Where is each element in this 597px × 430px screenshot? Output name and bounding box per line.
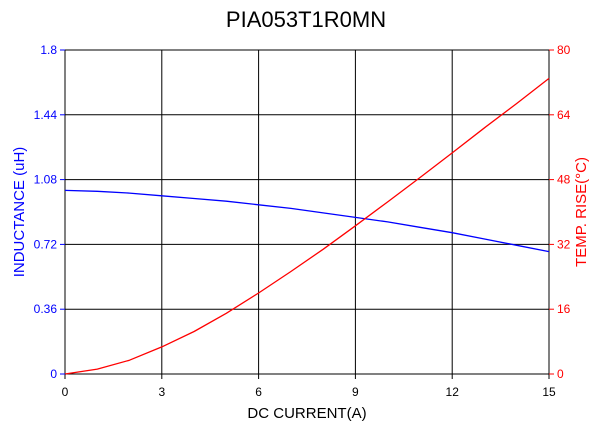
y-left-tick-label: 0.36 <box>34 302 58 316</box>
y-right-tick-label: 48 <box>557 173 571 187</box>
chart-title: PIA053T1R0MN <box>226 7 386 32</box>
y-left-tick-label: 1.08 <box>34 173 58 187</box>
plot-area-border <box>64 49 550 375</box>
temp-rise-line <box>64 77 550 375</box>
y-left-axis-title: INDUCTANCE (uH) <box>11 147 28 278</box>
x-tick-label: 15 <box>542 385 556 399</box>
inductance-line <box>64 189 550 253</box>
y-right-tick-label: 80 <box>557 43 571 57</box>
y-left-tick-label: 0.72 <box>34 237 58 251</box>
series-layer <box>64 77 550 375</box>
y-right-tick-label: 32 <box>557 237 571 251</box>
y-right-tick-label: 64 <box>557 108 571 122</box>
y-left-tick-label: 1.8 <box>40 43 57 57</box>
grid <box>65 50 549 374</box>
x-tick-label: 12 <box>446 385 460 399</box>
y-left-tick-label: 1.44 <box>34 108 58 122</box>
x-tick-label: 0 <box>62 385 69 399</box>
y-right-tick-label: 16 <box>557 302 571 316</box>
x-tick-label: 6 <box>255 385 262 399</box>
x-tick-label: 3 <box>158 385 165 399</box>
x-tick-label: 9 <box>352 385 359 399</box>
y-left-tick-label: 0 <box>50 367 57 381</box>
y-right-tick-label: 0 <box>557 367 564 381</box>
y-right-axis-title: TEMP. RISE(°C) <box>573 157 590 267</box>
x-axis-title: DC CURRENT(A) <box>247 405 366 422</box>
